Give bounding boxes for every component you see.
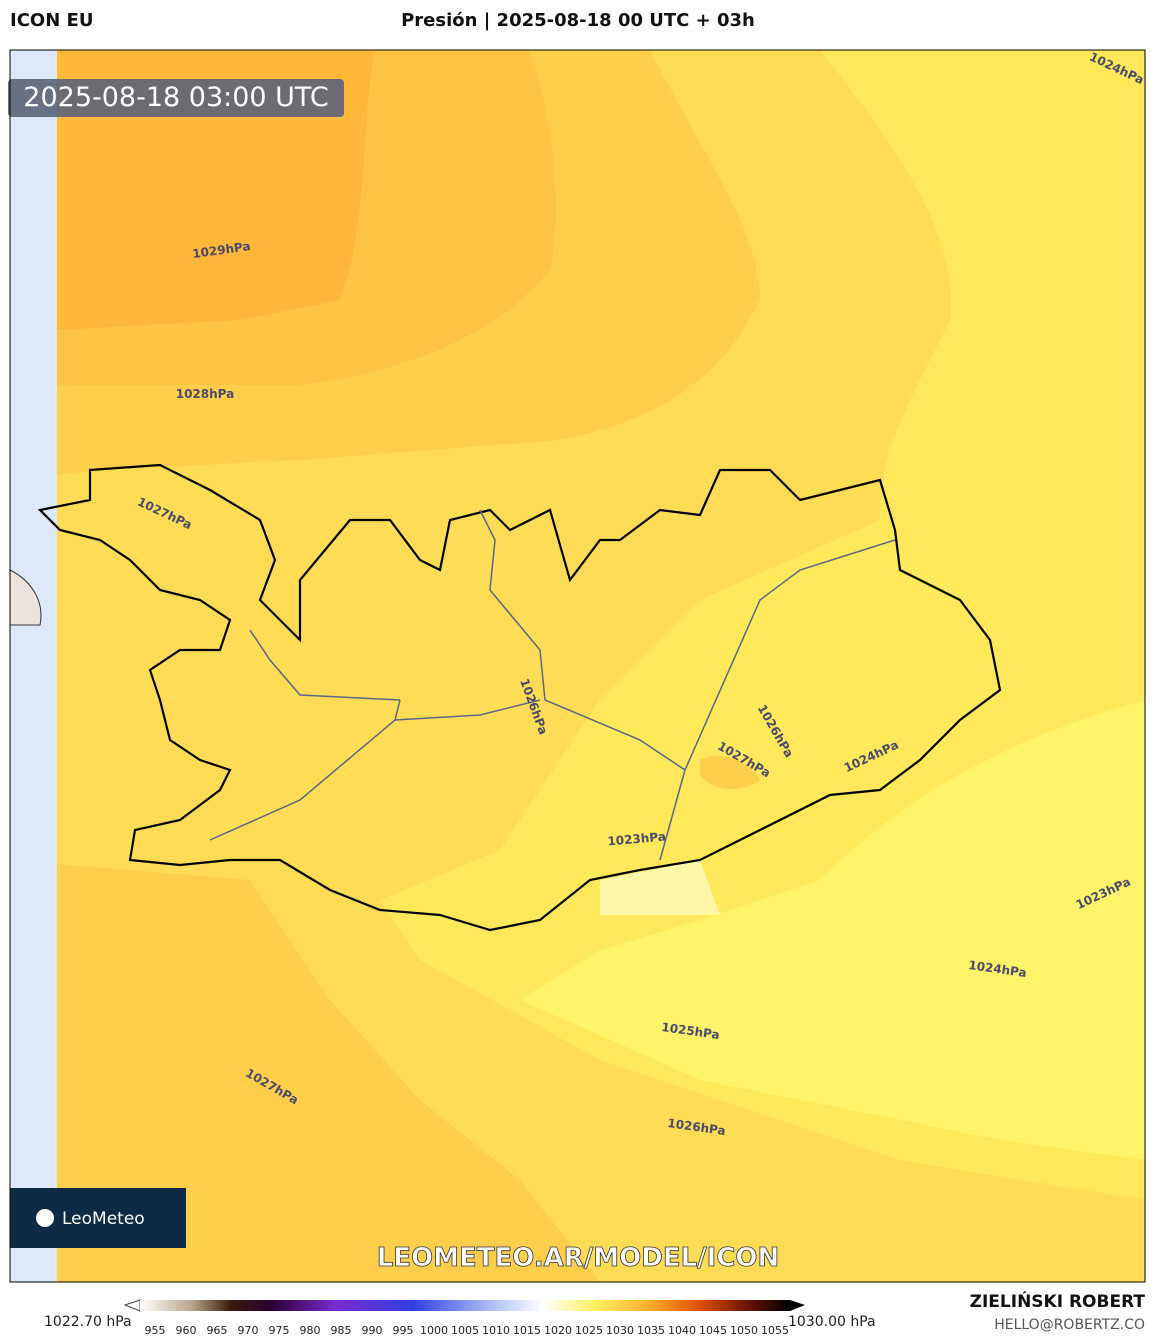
colorbar-min-arrow [123, 1299, 141, 1312]
sea-strip [10, 50, 57, 1282]
colorbar-tick-label: 980 [300, 1324, 321, 1337]
logo-sun [36, 1209, 54, 1227]
colorbar-tick-label: 1030 [606, 1324, 634, 1337]
map-title: Presión | 2025-08-18 00 UTC + 03h [401, 10, 755, 31]
colorbar-tick-label: 1015 [513, 1324, 541, 1337]
region-borders [209, 509, 896, 861]
colorbar-tick-label: 1050 [730, 1324, 758, 1337]
colorbar-bar [140, 1300, 790, 1311]
author: ZIELIŃSKI ROBERT [970, 1290, 1146, 1312]
colorbar-tick-label: 1010 [482, 1324, 510, 1337]
colorbar-tick-label: 1000 [420, 1324, 448, 1337]
colorbar-tick-label: 970 [238, 1324, 259, 1337]
valid-time: 2025-08-18 03:00 UTC [23, 82, 328, 113]
colorbar-tick-label: 1025 [575, 1324, 603, 1337]
colorbar-tick-label: 1045 [699, 1324, 727, 1337]
map-frame [9, 49, 1146, 1283]
greenland [9, 569, 42, 626]
colorbar-tick-label: 985 [331, 1324, 352, 1337]
contour-label: 1028hPa [176, 387, 235, 401]
time-box [8, 79, 344, 117]
colorbar-min: 1022.70 hPa [44, 1314, 132, 1330]
colorbar-tick-label: 1040 [668, 1324, 696, 1337]
colorbar-tick-label: 1055 [761, 1324, 789, 1337]
colorbar-tick-label: 960 [176, 1324, 197, 1337]
band [10, 860, 600, 1282]
colorbar-tick-label: 990 [362, 1324, 383, 1337]
colorbar-tick-label: 1020 [544, 1324, 572, 1337]
band [600, 860, 720, 915]
email: HELLO@ROBERTZ.CO [994, 1317, 1145, 1333]
band [700, 756, 760, 790]
colorbar-tick-label: 995 [393, 1324, 414, 1337]
url: LEOMETEO.AR/MODEL/ICON [377, 1243, 780, 1273]
colorbar-max: 1030.00 hPa [788, 1314, 876, 1330]
colorbar-tick-label: 955 [145, 1324, 166, 1337]
colorbar: 1022.70 hPa 955 960 965 970 975 980 985 990 995 1… [44, 1299, 876, 1337]
contour-label: 1023hPa [607, 829, 667, 848]
colorbar-tick-label: 1005 [451, 1324, 479, 1337]
colorbar-tick-label: 975 [269, 1324, 290, 1337]
iceland-coast [37, 463, 1002, 932]
colorbar-ticks: 955 960 965 970 975 980 985 990 995 1000 1005 1010 1… [145, 1324, 790, 1337]
model-name: ICON EU [10, 10, 93, 31]
colorbar-tick-label: 1035 [637, 1324, 665, 1337]
colorbar-max-arrow [790, 1300, 805, 1311]
band [57, 50, 375, 330]
logo: LeoMeteo [62, 1209, 145, 1229]
colorbar-tick-label: 965 [207, 1324, 228, 1337]
